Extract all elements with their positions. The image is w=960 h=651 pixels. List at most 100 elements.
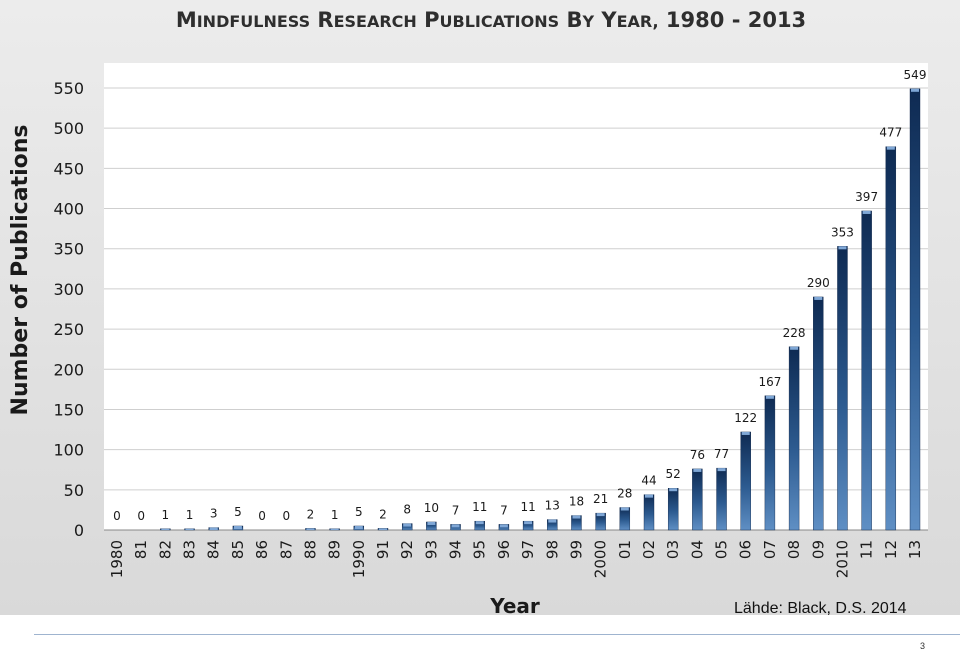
x-axis-title: Year [489, 594, 540, 618]
bar-cap [306, 528, 315, 530]
data-label: 21 [593, 492, 608, 506]
data-label: 10 [424, 501, 439, 515]
grid-lines [104, 87, 928, 531]
bar-cap [403, 523, 412, 527]
bar-cap [524, 521, 533, 525]
bar-cap [838, 246, 847, 250]
x-tick-label: 91 [374, 540, 392, 559]
x-tick-label: 13 [906, 540, 924, 559]
bar-cap [354, 525, 363, 529]
footer-divider [34, 634, 960, 635]
data-label: 0 [137, 509, 145, 523]
bar-cap [693, 468, 702, 472]
data-label: 3 [210, 507, 218, 521]
x-tick-label: 99 [567, 540, 585, 559]
bar-cap [451, 524, 460, 528]
x-tick-label: 86 [253, 540, 271, 559]
x-tick-label: 03 [664, 540, 682, 559]
data-label: 290 [807, 276, 830, 290]
bar-cap [669, 488, 678, 492]
bar [861, 210, 872, 531]
y-tick-label: 150 [53, 400, 84, 419]
x-tick-label: 2000 [592, 540, 610, 578]
x-tick-label: 95 [471, 540, 489, 559]
bar [740, 431, 751, 531]
x-tick-label: 87 [277, 540, 295, 559]
x-tick-label: 81 [132, 540, 150, 559]
x-tick-label: 94 [447, 540, 465, 559]
data-label: 122 [734, 411, 757, 425]
data-label: 1 [162, 508, 170, 522]
y-tick-label: 200 [53, 360, 84, 379]
x-tick-label: 08 [785, 540, 803, 559]
x-tick-label: 98 [543, 540, 561, 559]
y-tick-label: 400 [53, 200, 84, 219]
x-tick-label: 11 [858, 540, 876, 559]
bar-cap [911, 88, 919, 92]
x-tick-label: 09 [809, 540, 827, 559]
bar [716, 467, 727, 531]
bar-cap [645, 494, 653, 498]
bar [909, 88, 921, 531]
bar-cap [814, 296, 823, 300]
data-label: 8 [403, 503, 411, 517]
y-tick-label: 250 [53, 320, 84, 339]
bar [885, 146, 897, 531]
x-tick-label: 92 [398, 540, 416, 559]
x-tick-label: 04 [688, 540, 706, 559]
bar-cap [717, 468, 726, 472]
bar-cap [765, 395, 774, 399]
x-tick-label: 88 [301, 540, 319, 559]
bar-cap [620, 507, 629, 511]
data-label: 167 [758, 375, 781, 389]
x-tick-label: 06 [737, 540, 755, 559]
bar-cap [475, 521, 484, 525]
data-label: 5 [355, 505, 363, 519]
x-tick-label: 93 [422, 540, 440, 559]
data-label: 228 [783, 326, 806, 340]
y-axis-title: Number of Publications [8, 125, 33, 416]
bar [643, 494, 655, 531]
y-tick-label: 0 [74, 521, 84, 540]
y-tick-label: 500 [53, 119, 84, 138]
bars [160, 88, 921, 531]
data-label: 0 [258, 509, 266, 523]
data-label: 76 [690, 448, 705, 462]
x-tick-label: 85 [229, 540, 247, 559]
data-label: 549 [904, 68, 927, 82]
data-label: 7 [452, 503, 460, 517]
chart-title: MINDFULNESS RESEARCH PUBLICATIONS BY YEA… [176, 8, 806, 32]
bar-cap [161, 528, 170, 530]
x-tick-label: 1980 [108, 540, 126, 578]
data-label: 1 [186, 508, 194, 522]
x-tick-label: 07 [761, 540, 779, 559]
data-label: 397 [855, 190, 878, 204]
data-label: 2 [307, 507, 315, 521]
y-axis-ticks: 0 50 100 150 200 250 300 350 400 450 500 550 [53, 79, 84, 540]
bar [619, 507, 631, 531]
bar-cap [185, 528, 194, 530]
x-tick-label: 83 [181, 540, 199, 559]
y-tick-label: 50 [64, 481, 84, 500]
bar-cap [379, 528, 387, 530]
data-label: 477 [879, 126, 902, 140]
bar-cap [790, 346, 799, 350]
data-label: 13 [545, 499, 560, 513]
data-label: 5 [234, 505, 242, 519]
data-label: 0 [282, 509, 290, 523]
x-tick-label: 89 [326, 540, 344, 559]
data-label: 18 [569, 495, 584, 509]
bar-cap [499, 524, 508, 528]
y-tick-label: 100 [53, 441, 84, 460]
bar-cap [596, 513, 605, 517]
data-label: 0 [113, 509, 121, 523]
x-tick-label: 97 [519, 540, 537, 559]
x-tick-label: 96 [495, 540, 513, 559]
y-tick-label: 450 [53, 159, 84, 178]
bar-cap [862, 210, 871, 214]
bar-cap [548, 519, 557, 523]
x-tick-label: 01 [616, 540, 634, 559]
data-label: 2 [379, 507, 387, 521]
y-tick-label: 300 [53, 280, 84, 299]
